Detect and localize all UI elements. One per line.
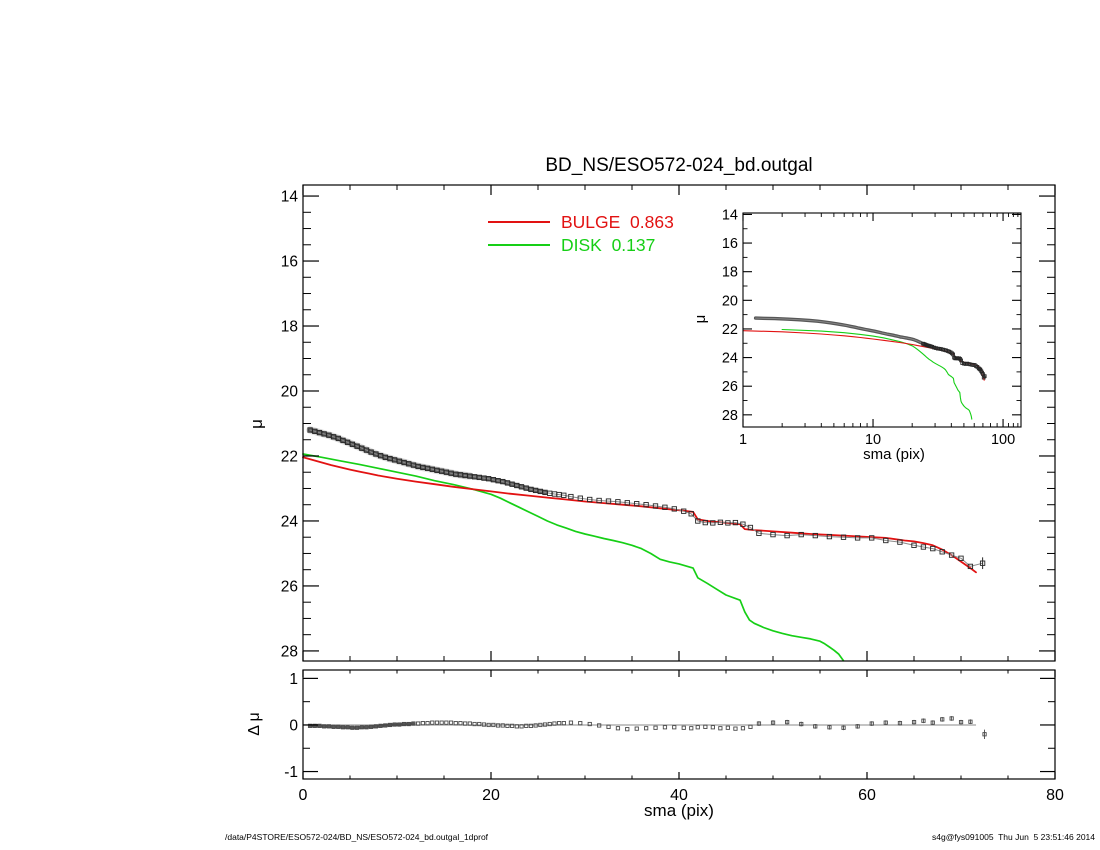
svg-text:-1: -1: [284, 764, 298, 781]
plot-title: BD_NS/ESO572-024_bd.outgal: [545, 155, 813, 176]
svg-text:22: 22: [281, 448, 298, 465]
inset-x-axis-label: sma (pix): [863, 446, 925, 463]
svg-text:0: 0: [289, 717, 298, 734]
svg-text:20: 20: [722, 293, 738, 309]
inset-panel-series: [742, 316, 987, 420]
bulge-line-swatch: [488, 221, 550, 223]
svg-text:28: 28: [281, 643, 298, 660]
inset-panel-axes: 1 10 100 14 16 18 20 22 24 26 28: [722, 207, 1022, 448]
main-panel-series: [302, 426, 986, 662]
svg-text:20: 20: [281, 383, 299, 400]
legend-item-bulge: BULGE 0.863: [488, 211, 674, 233]
legend-label-disk: DISK 0.137: [561, 234, 656, 255]
svg-text:14: 14: [722, 207, 738, 223]
svg-text:18: 18: [281, 319, 298, 336]
svg-text:16: 16: [281, 254, 298, 271]
svg-text:10: 10: [865, 432, 881, 448]
svg-text:24: 24: [281, 513, 299, 530]
legend-label-bulge: BULGE 0.863: [561, 211, 674, 232]
svg-text:22: 22: [722, 322, 738, 338]
disk-line-swatch: [488, 244, 550, 246]
residual-y-axis-label: Δ μ: [246, 712, 263, 736]
svg-text:40: 40: [670, 787, 688, 804]
x-axis-label: sma (pix): [644, 801, 714, 820]
svg-text:16: 16: [722, 236, 738, 252]
svg-text:0: 0: [299, 787, 308, 804]
svg-text:60: 60: [858, 787, 876, 804]
inset-y-axis-label: μ: [692, 314, 709, 324]
svg-text:20: 20: [482, 787, 500, 804]
footer-file-path: /data/P4STORE/ESO572-024/BD_NS/ESO572-02…: [225, 832, 489, 842]
footer-user-timestamp: s4g@fys091005 Thu Jun 5 23:51:46 2014: [931, 832, 1095, 842]
svg-text:24: 24: [722, 351, 738, 367]
svg-text:100: 100: [991, 432, 1015, 448]
main-y-axis-label: μ: [247, 419, 266, 429]
residual-panel-series: [303, 716, 987, 739]
svg-text:26: 26: [722, 379, 738, 395]
main-panel-axes: 14 16 18 20 22 24 26 28: [281, 184, 1056, 662]
svg-text:80: 80: [1046, 787, 1064, 804]
svg-text:18: 18: [722, 265, 738, 281]
svg-text:26: 26: [281, 578, 298, 595]
svg-text:1: 1: [739, 432, 747, 448]
svg-text:1: 1: [289, 671, 298, 688]
svg-text:28: 28: [722, 408, 738, 424]
svg-text:14: 14: [281, 189, 299, 206]
legend-item-disk: DISK 0.137: [488, 234, 655, 256]
